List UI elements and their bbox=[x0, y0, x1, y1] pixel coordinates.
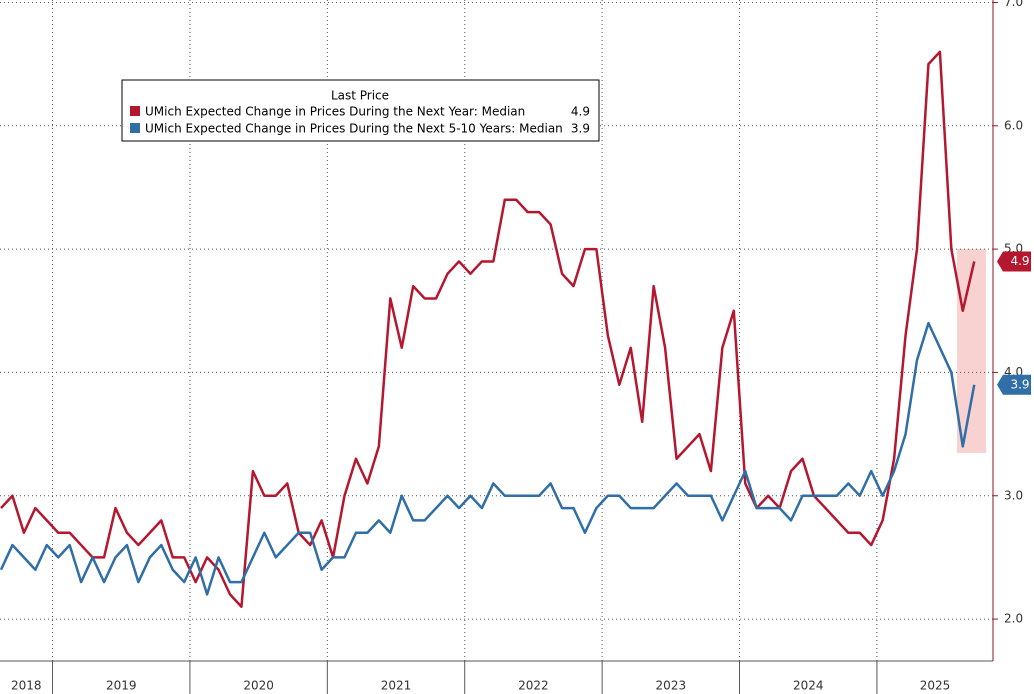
y-tick-label: 7.0 bbox=[1004, 0, 1023, 9]
x-tick-label: 2022 bbox=[518, 679, 549, 693]
highlight-box bbox=[957, 249, 986, 453]
legend-value: 4.9 bbox=[571, 105, 590, 119]
last-value-tag bbox=[997, 251, 1031, 272]
legend-label: UMich Expected Change in Prices During t… bbox=[145, 105, 525, 119]
y-tick-label: 3.0 bbox=[1004, 488, 1023, 502]
legend-swatch bbox=[130, 123, 140, 133]
legend-swatch bbox=[130, 106, 140, 116]
series-line bbox=[0, 50, 976, 608]
last-value-label: 3.9 bbox=[1010, 377, 1029, 391]
x-tick-label: 2024 bbox=[793, 679, 824, 693]
x-tick-label: 2020 bbox=[243, 679, 274, 693]
x-tick-label: 2021 bbox=[381, 679, 412, 693]
legend-value: 3.9 bbox=[571, 122, 590, 136]
x-tick-label: 2018 bbox=[11, 679, 42, 693]
x-tick-label: 2025 bbox=[920, 679, 951, 693]
x-tick-label: 2023 bbox=[656, 679, 687, 693]
last-value-label: 4.9 bbox=[1010, 254, 1029, 268]
last-value-tag bbox=[997, 374, 1031, 395]
legend-box bbox=[121, 79, 600, 142]
lines bbox=[0, 50, 976, 608]
legend-label: UMich Expected Change in Prices During t… bbox=[145, 122, 563, 136]
series-line bbox=[0, 321, 976, 596]
y-tick-label: 6.0 bbox=[1004, 118, 1023, 132]
y-tick-label: 2.0 bbox=[1004, 612, 1023, 626]
x-tick-label: 2019 bbox=[106, 679, 137, 693]
legend: Last Price UMich Expected Change in Pric… bbox=[121, 79, 600, 142]
legend-title: Last Price bbox=[331, 89, 389, 103]
